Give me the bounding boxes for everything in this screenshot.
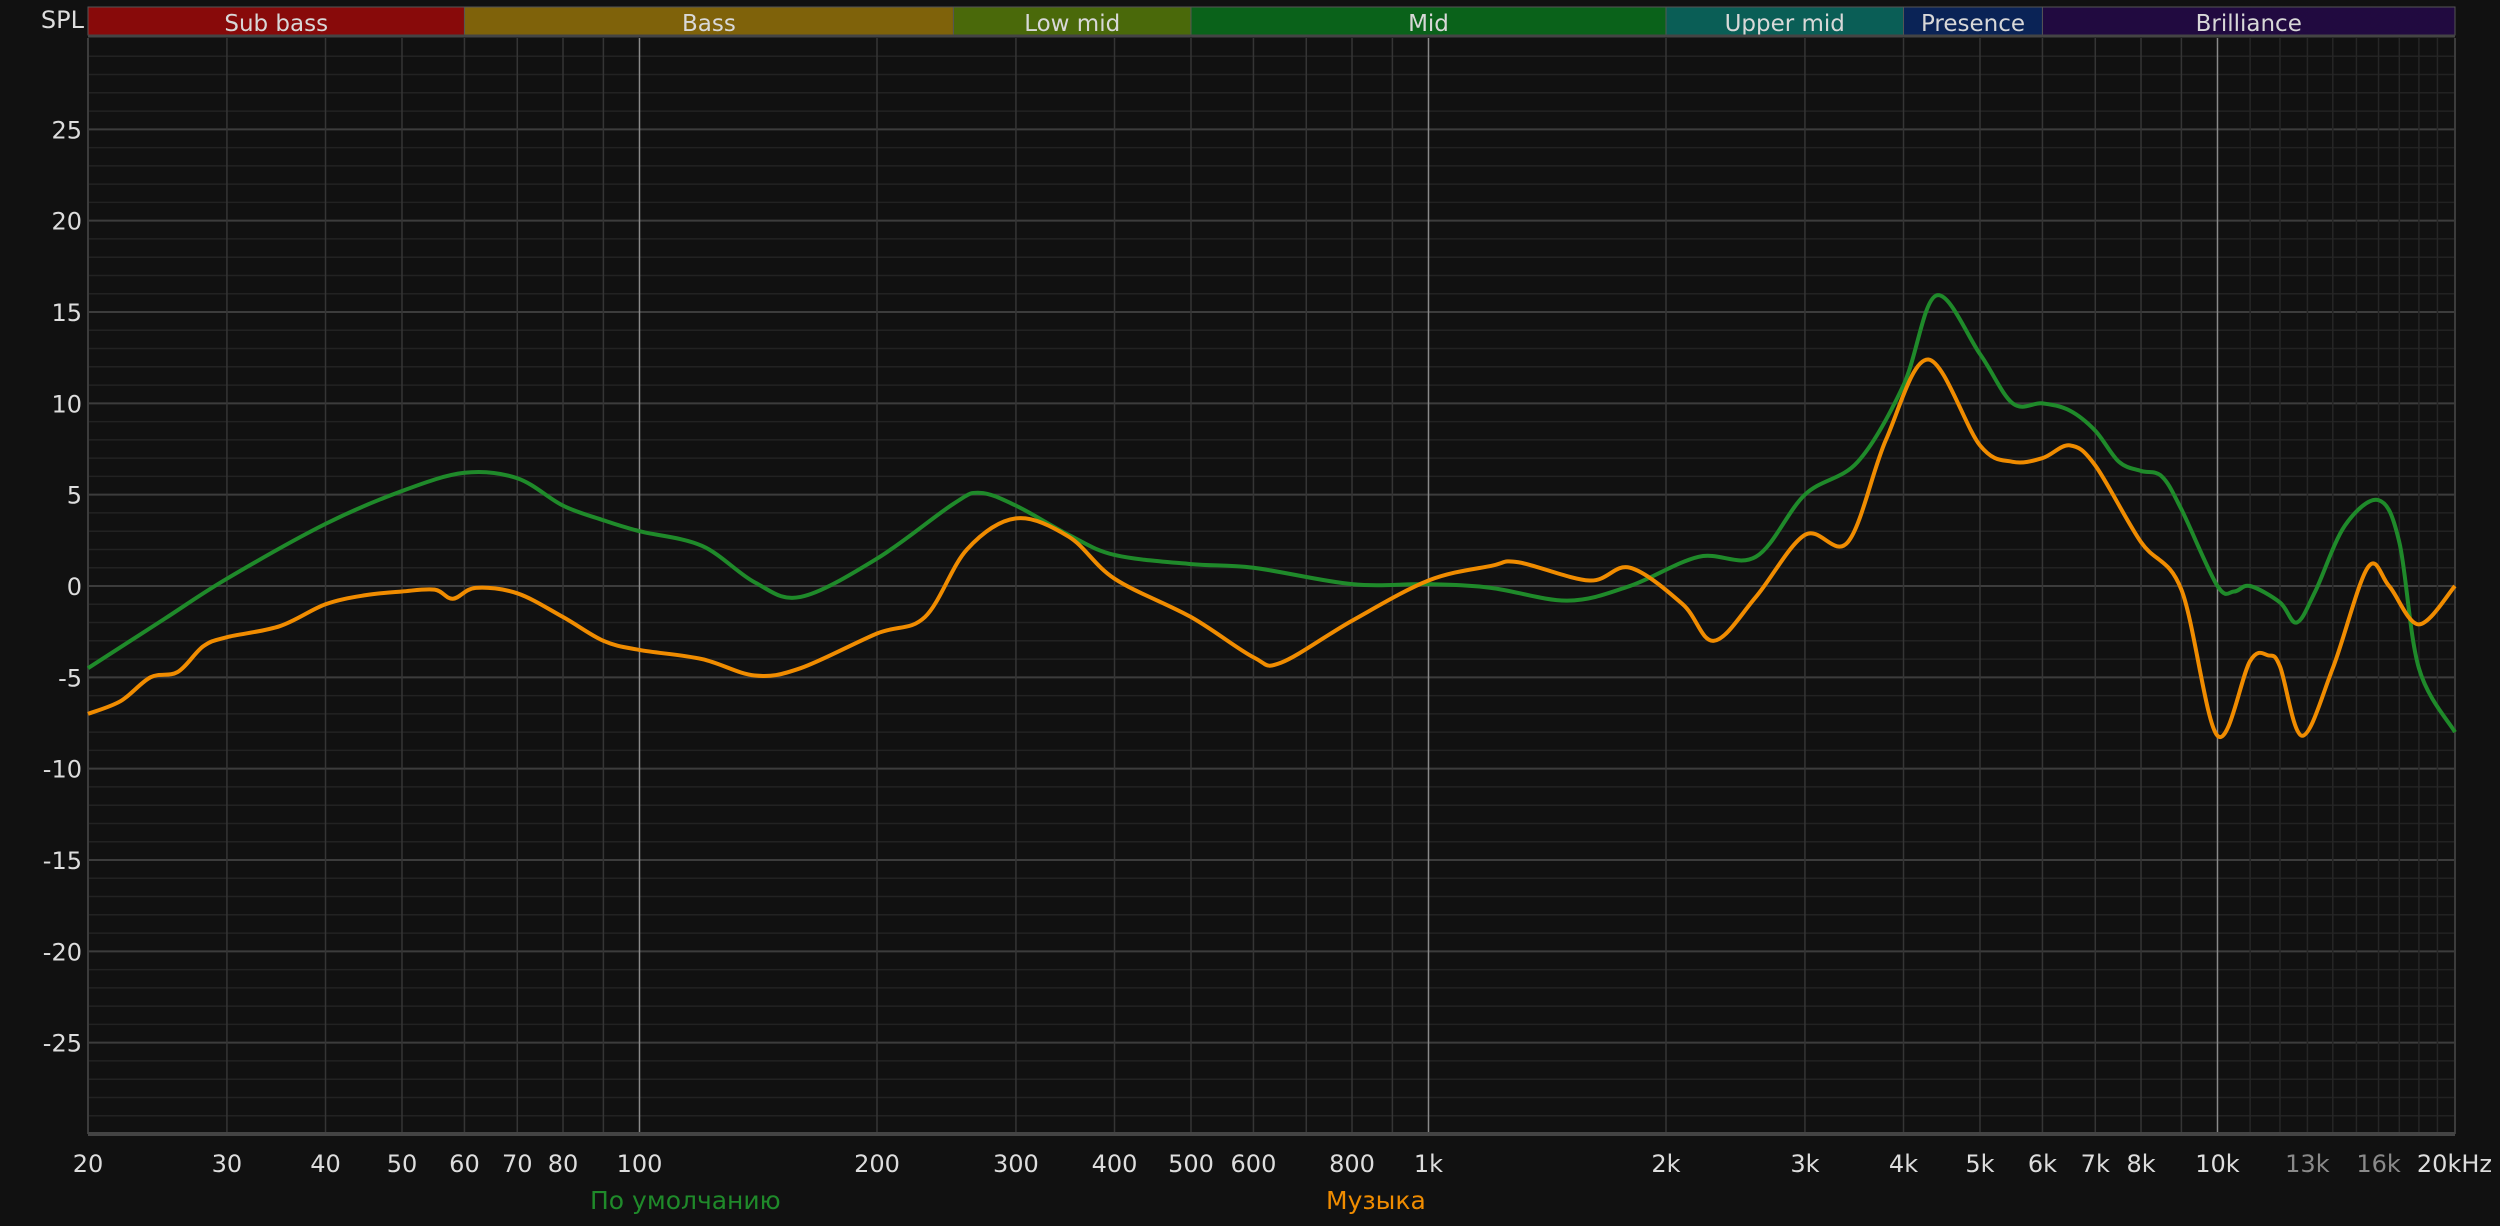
frequency-bands: Sub bass Bass Low mid Mid Upper mid Presence B… xyxy=(87,6,2456,38)
series-lines xyxy=(86,293,2457,740)
y-tick-label: -20 xyxy=(43,938,82,966)
y-tick-label: 25 xyxy=(51,116,82,144)
band-label: Presence xyxy=(1921,11,2025,37)
y-tick-label: 20 xyxy=(51,208,82,236)
x-tick-label: 60 xyxy=(449,1150,480,1178)
legend-music: Музыка xyxy=(1326,1186,1426,1215)
x-tick-label: 20 xyxy=(73,1150,104,1178)
x-tick-label: 1k xyxy=(1414,1150,1443,1178)
x-tick-label: 20kHz xyxy=(2417,1150,2492,1178)
y-tick-label: 15 xyxy=(51,299,82,327)
x-tick-label: 10k xyxy=(2195,1150,2240,1178)
band-label: Low mid xyxy=(1024,11,1120,37)
x-axis-ticks: 20 30 40 50 60 70 80 100 200 300 400 500 600 800 1k 2k 3… xyxy=(73,1150,2492,1178)
y-tick-label: -15 xyxy=(43,847,82,875)
y-axis-ticks: 25 20 15 10 5 0 -5 -10 -15 -20 -25 xyxy=(43,116,82,1057)
x-tick-label: 40 xyxy=(310,1150,341,1178)
x-tick-label: 30 xyxy=(212,1150,243,1178)
x-tick-label: 5k xyxy=(1965,1150,1994,1178)
y-axis-label: SPL xyxy=(41,6,85,34)
series-line-default xyxy=(86,293,2457,734)
x-tick-label: 16k xyxy=(2356,1150,2401,1178)
band-bass xyxy=(463,6,954,36)
legend-default: По умолчанию xyxy=(590,1186,781,1215)
y-tick-label: 10 xyxy=(51,390,82,418)
x-tick-label: 2k xyxy=(1651,1150,1680,1178)
x-tick-label: 3k xyxy=(1790,1150,1819,1178)
x-tick-label: 6k xyxy=(2028,1150,2057,1178)
y-tick-label: -10 xyxy=(43,756,82,784)
band-label: Mid xyxy=(1408,11,1449,37)
x-tick-label: 70 xyxy=(502,1150,533,1178)
y-tick-label: -5 xyxy=(58,664,82,692)
x-tick-label: 100 xyxy=(617,1150,663,1178)
x-tick-label: 500 xyxy=(1168,1150,1214,1178)
x-tick-label: 50 xyxy=(387,1150,418,1178)
y-tick-label: -25 xyxy=(43,1030,82,1058)
band-presence xyxy=(1903,6,2043,36)
x-tick-label: 80 xyxy=(548,1150,579,1178)
x-tick-label: 4k xyxy=(1889,1150,1918,1178)
series-line-music xyxy=(87,357,2457,740)
band-label: Bass xyxy=(682,11,736,37)
x-tick-label: 200 xyxy=(854,1150,900,1178)
band-low-mid xyxy=(952,6,1192,36)
band-label: Sub bass xyxy=(224,11,328,37)
y-tick-label: 5 xyxy=(67,482,82,510)
band-label: Upper mid xyxy=(1725,11,1845,37)
band-label: Brilliance xyxy=(2196,11,2302,37)
x-tick-label: 7k xyxy=(2081,1150,2110,1178)
x-tick-label: 600 xyxy=(1231,1150,1277,1178)
x-tick-label: 400 xyxy=(1092,1150,1138,1178)
x-tick-label: 8k xyxy=(2126,1150,2155,1178)
grid xyxy=(87,38,2456,1136)
x-tick-label: 300 xyxy=(993,1150,1039,1178)
x-tick-label: 13k xyxy=(2285,1150,2330,1178)
x-tick-label: 800 xyxy=(1329,1150,1375,1178)
y-tick-label: 0 xyxy=(67,573,82,601)
band-sub-bass xyxy=(87,6,465,36)
